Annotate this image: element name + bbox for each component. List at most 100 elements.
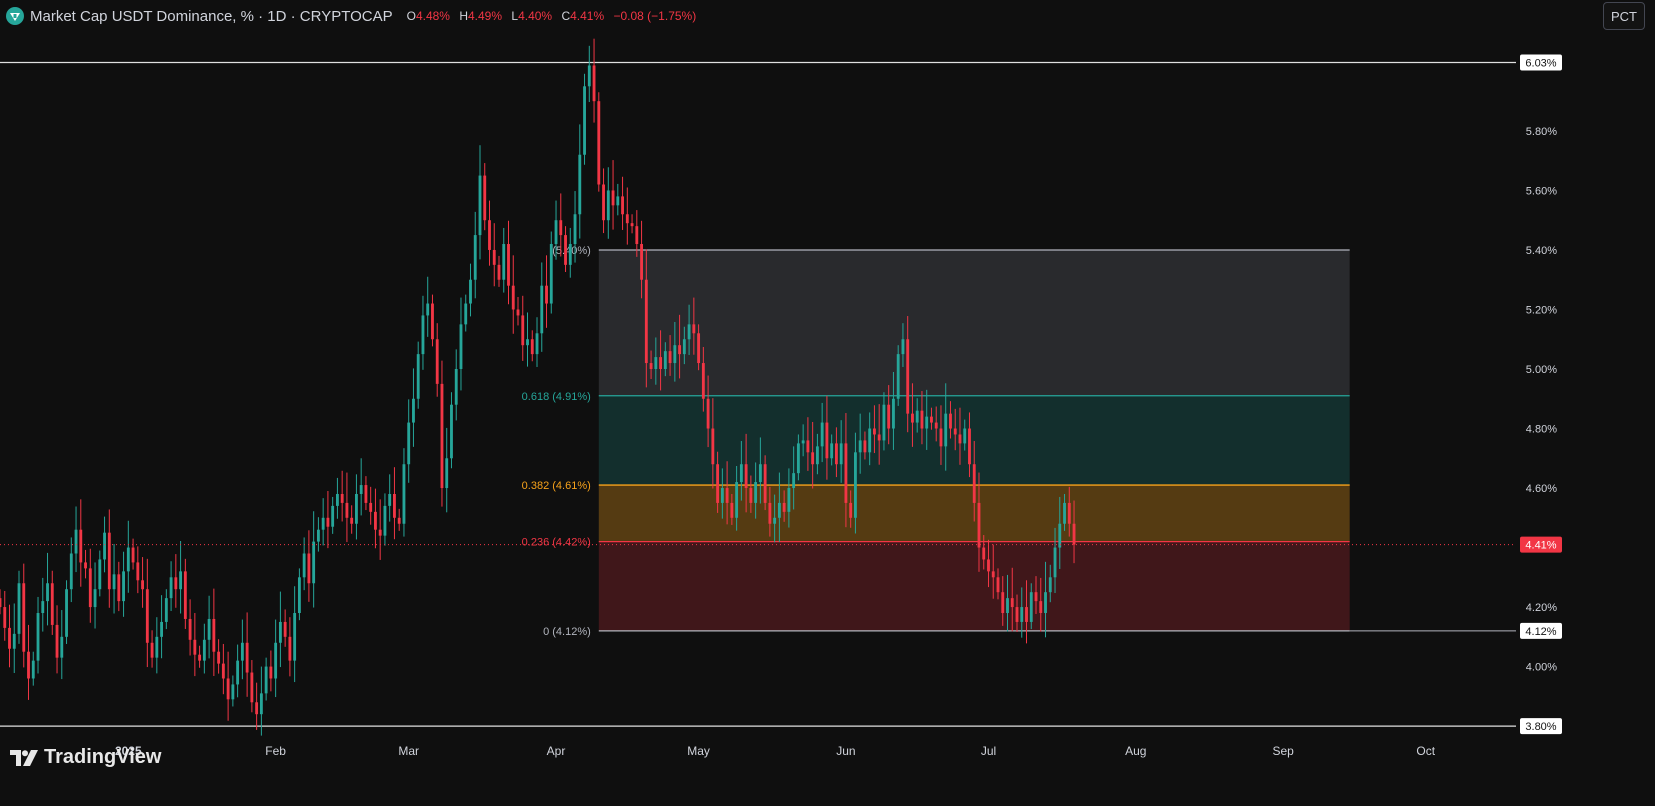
candle-body <box>720 488 724 503</box>
candle-body <box>145 589 149 643</box>
candle-body <box>972 464 976 503</box>
candle-body <box>331 505 335 527</box>
candle-body <box>217 651 221 664</box>
candle-body <box>996 577 1000 593</box>
candle-body <box>12 633 16 649</box>
candle-body <box>117 574 121 602</box>
candle-body <box>302 553 306 578</box>
candle-body <box>212 618 216 652</box>
candle-body <box>540 285 544 334</box>
candle-body <box>464 303 468 325</box>
x-tick-label: Feb <box>265 744 286 758</box>
y-fib-zero-label: 4.12% <box>1525 626 1556 638</box>
x-tick-label: Apr <box>547 744 566 758</box>
candle-body <box>858 440 862 453</box>
candle-body <box>796 443 800 474</box>
candle-body <box>863 440 867 453</box>
candle-body <box>378 529 382 536</box>
candle-body <box>459 324 463 369</box>
candle-body <box>725 488 729 503</box>
candle-body <box>412 398 415 423</box>
candle-body <box>259 693 263 715</box>
candle-body <box>126 547 130 572</box>
time-axis: 2025 Feb Mar Apr May Jun Jul Aug Sep Oct <box>115 744 1436 758</box>
candle-body <box>830 443 834 459</box>
candle-body <box>606 190 610 221</box>
pct-scale-button[interactable]: PCT <box>1603 2 1645 30</box>
candle-body <box>416 354 420 399</box>
candle-body <box>426 303 430 316</box>
candle-body <box>521 315 525 346</box>
candle-body <box>901 339 905 355</box>
candle-body <box>825 422 829 459</box>
candle-body <box>644 279 648 364</box>
low-value: 4.40% <box>518 9 553 23</box>
candle-body <box>79 529 83 563</box>
candle-body <box>834 443 838 465</box>
candle-body <box>478 175 482 236</box>
change-value: −0.08 (−1.75%) <box>613 9 697 23</box>
candle-body <box>554 220 558 245</box>
fib-label-0: 0 (4.12%) <box>543 626 591 638</box>
candle-body <box>17 583 21 634</box>
candle-body <box>1010 598 1014 608</box>
candle-body <box>492 249 496 265</box>
candle-body <box>22 583 26 652</box>
candle-body <box>326 517 330 527</box>
candle-body <box>915 410 919 423</box>
candle-body <box>355 493 358 524</box>
candle-body <box>122 571 125 602</box>
candle-body <box>744 464 748 489</box>
tradingview-icon <box>10 749 38 766</box>
candle-body <box>274 642 278 679</box>
symbol-title[interactable]: Market Cap USDT Dominance, % · 1D · CRYP… <box>30 7 393 25</box>
chart-legend: Market Cap USDT Dominance, % · 1D · CRYP… <box>6 6 696 26</box>
open-label: O <box>406 9 416 23</box>
candle-body <box>473 235 477 280</box>
candle-body <box>407 422 411 465</box>
candle-body <box>768 502 772 524</box>
candle-body <box>141 580 144 590</box>
tradingview-logo[interactable]: TradingView <box>10 746 161 769</box>
candle-body <box>692 324 696 334</box>
candle-body <box>1072 523 1076 545</box>
candle-body <box>934 422 938 429</box>
candle-body <box>507 244 510 286</box>
candle-body <box>773 517 777 524</box>
candle-body <box>991 571 995 578</box>
candle-body <box>435 339 439 384</box>
candle-body <box>50 583 54 625</box>
high-value: 4.49% <box>468 9 503 23</box>
candle-body <box>421 315 425 355</box>
close-value: 4.41% <box>570 9 605 23</box>
candle-body <box>820 422 824 447</box>
x-tick-label: 2025 <box>115 744 142 758</box>
candle-body <box>801 440 805 444</box>
candle-body <box>283 621 287 637</box>
candle-body <box>245 642 249 673</box>
candle-body <box>136 562 140 581</box>
fib-zone-0.618 <box>598 249 1350 396</box>
y-tick-label: 4.60% <box>1526 483 1557 495</box>
candle-body <box>635 226 639 245</box>
candle-body <box>27 651 30 679</box>
candle-body <box>573 214 577 245</box>
candle-body <box>440 383 444 489</box>
candle-body <box>264 666 268 694</box>
candle-body <box>350 517 354 524</box>
candle-body <box>882 404 886 441</box>
candle-body <box>811 452 815 465</box>
candle-body <box>982 547 986 560</box>
candle-body <box>739 464 743 483</box>
candle-body <box>397 517 401 524</box>
candle-body <box>611 190 615 206</box>
x-tick-label: Jun <box>836 744 855 758</box>
fib-label-0.382: 0.382 (4.61%) <box>522 480 591 492</box>
x-tick-label: Mar <box>398 744 419 758</box>
candle-body <box>968 428 971 465</box>
candle-body <box>0 598 2 608</box>
candlestick-series <box>0 38 1076 736</box>
candle-body <box>164 598 168 622</box>
candle-body <box>454 369 458 405</box>
